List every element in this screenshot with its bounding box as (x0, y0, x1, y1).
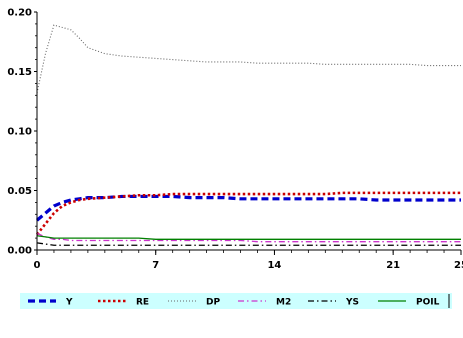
series-line-dp (36, 24, 461, 94)
x-tick-label: 21 (386, 260, 400, 271)
series-line-y (35, 194, 461, 222)
y-tick-label: 0.20 (7, 8, 32, 19)
x-ticks: 0 7 14 21 25 (34, 250, 463, 271)
legend-label-re: RE (136, 298, 149, 308)
series-line-re (35, 191, 461, 236)
legend-label-poil: POIL (416, 298, 440, 308)
y-ticks: 0.00 0.05 0.10 0.15 0.20 (7, 8, 37, 257)
legend-background (20, 293, 452, 309)
series-line-ys (36, 242, 461, 246)
plot-area: 0.00 0.05 0.10 0.15 0.20 0 7 14 21 25 (7, 8, 463, 272)
x-tick-label: 7 (152, 260, 159, 271)
y-tick-label: 0.10 (7, 127, 32, 138)
x-tick-label: 0 (34, 260, 41, 271)
legend-label-y: Y (65, 298, 73, 308)
legend: Y RE DP M2 YS POIL (20, 293, 452, 309)
y-tick-label: 0.00 (7, 246, 32, 257)
y-tick-label: 0.05 (7, 186, 32, 197)
legend-label-ys: YS (345, 298, 359, 308)
legend-label-m2: M2 (276, 298, 291, 308)
legend-items: Y RE DP M2 YS POIL (28, 294, 450, 308)
x-tick-label: 25 (454, 260, 463, 271)
series-layer (35, 24, 461, 246)
y-tick-label: 0.15 (7, 67, 32, 78)
series-line-m2 (36, 232, 461, 243)
legend-label-dp: DP (206, 298, 220, 308)
series-line-poil (36, 235, 461, 240)
x-tick-label: 14 (267, 260, 281, 271)
